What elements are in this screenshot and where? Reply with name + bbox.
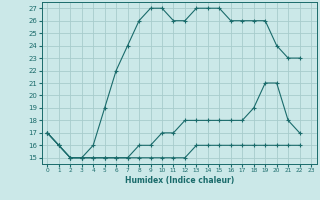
X-axis label: Humidex (Indice chaleur): Humidex (Indice chaleur) [124,176,234,185]
